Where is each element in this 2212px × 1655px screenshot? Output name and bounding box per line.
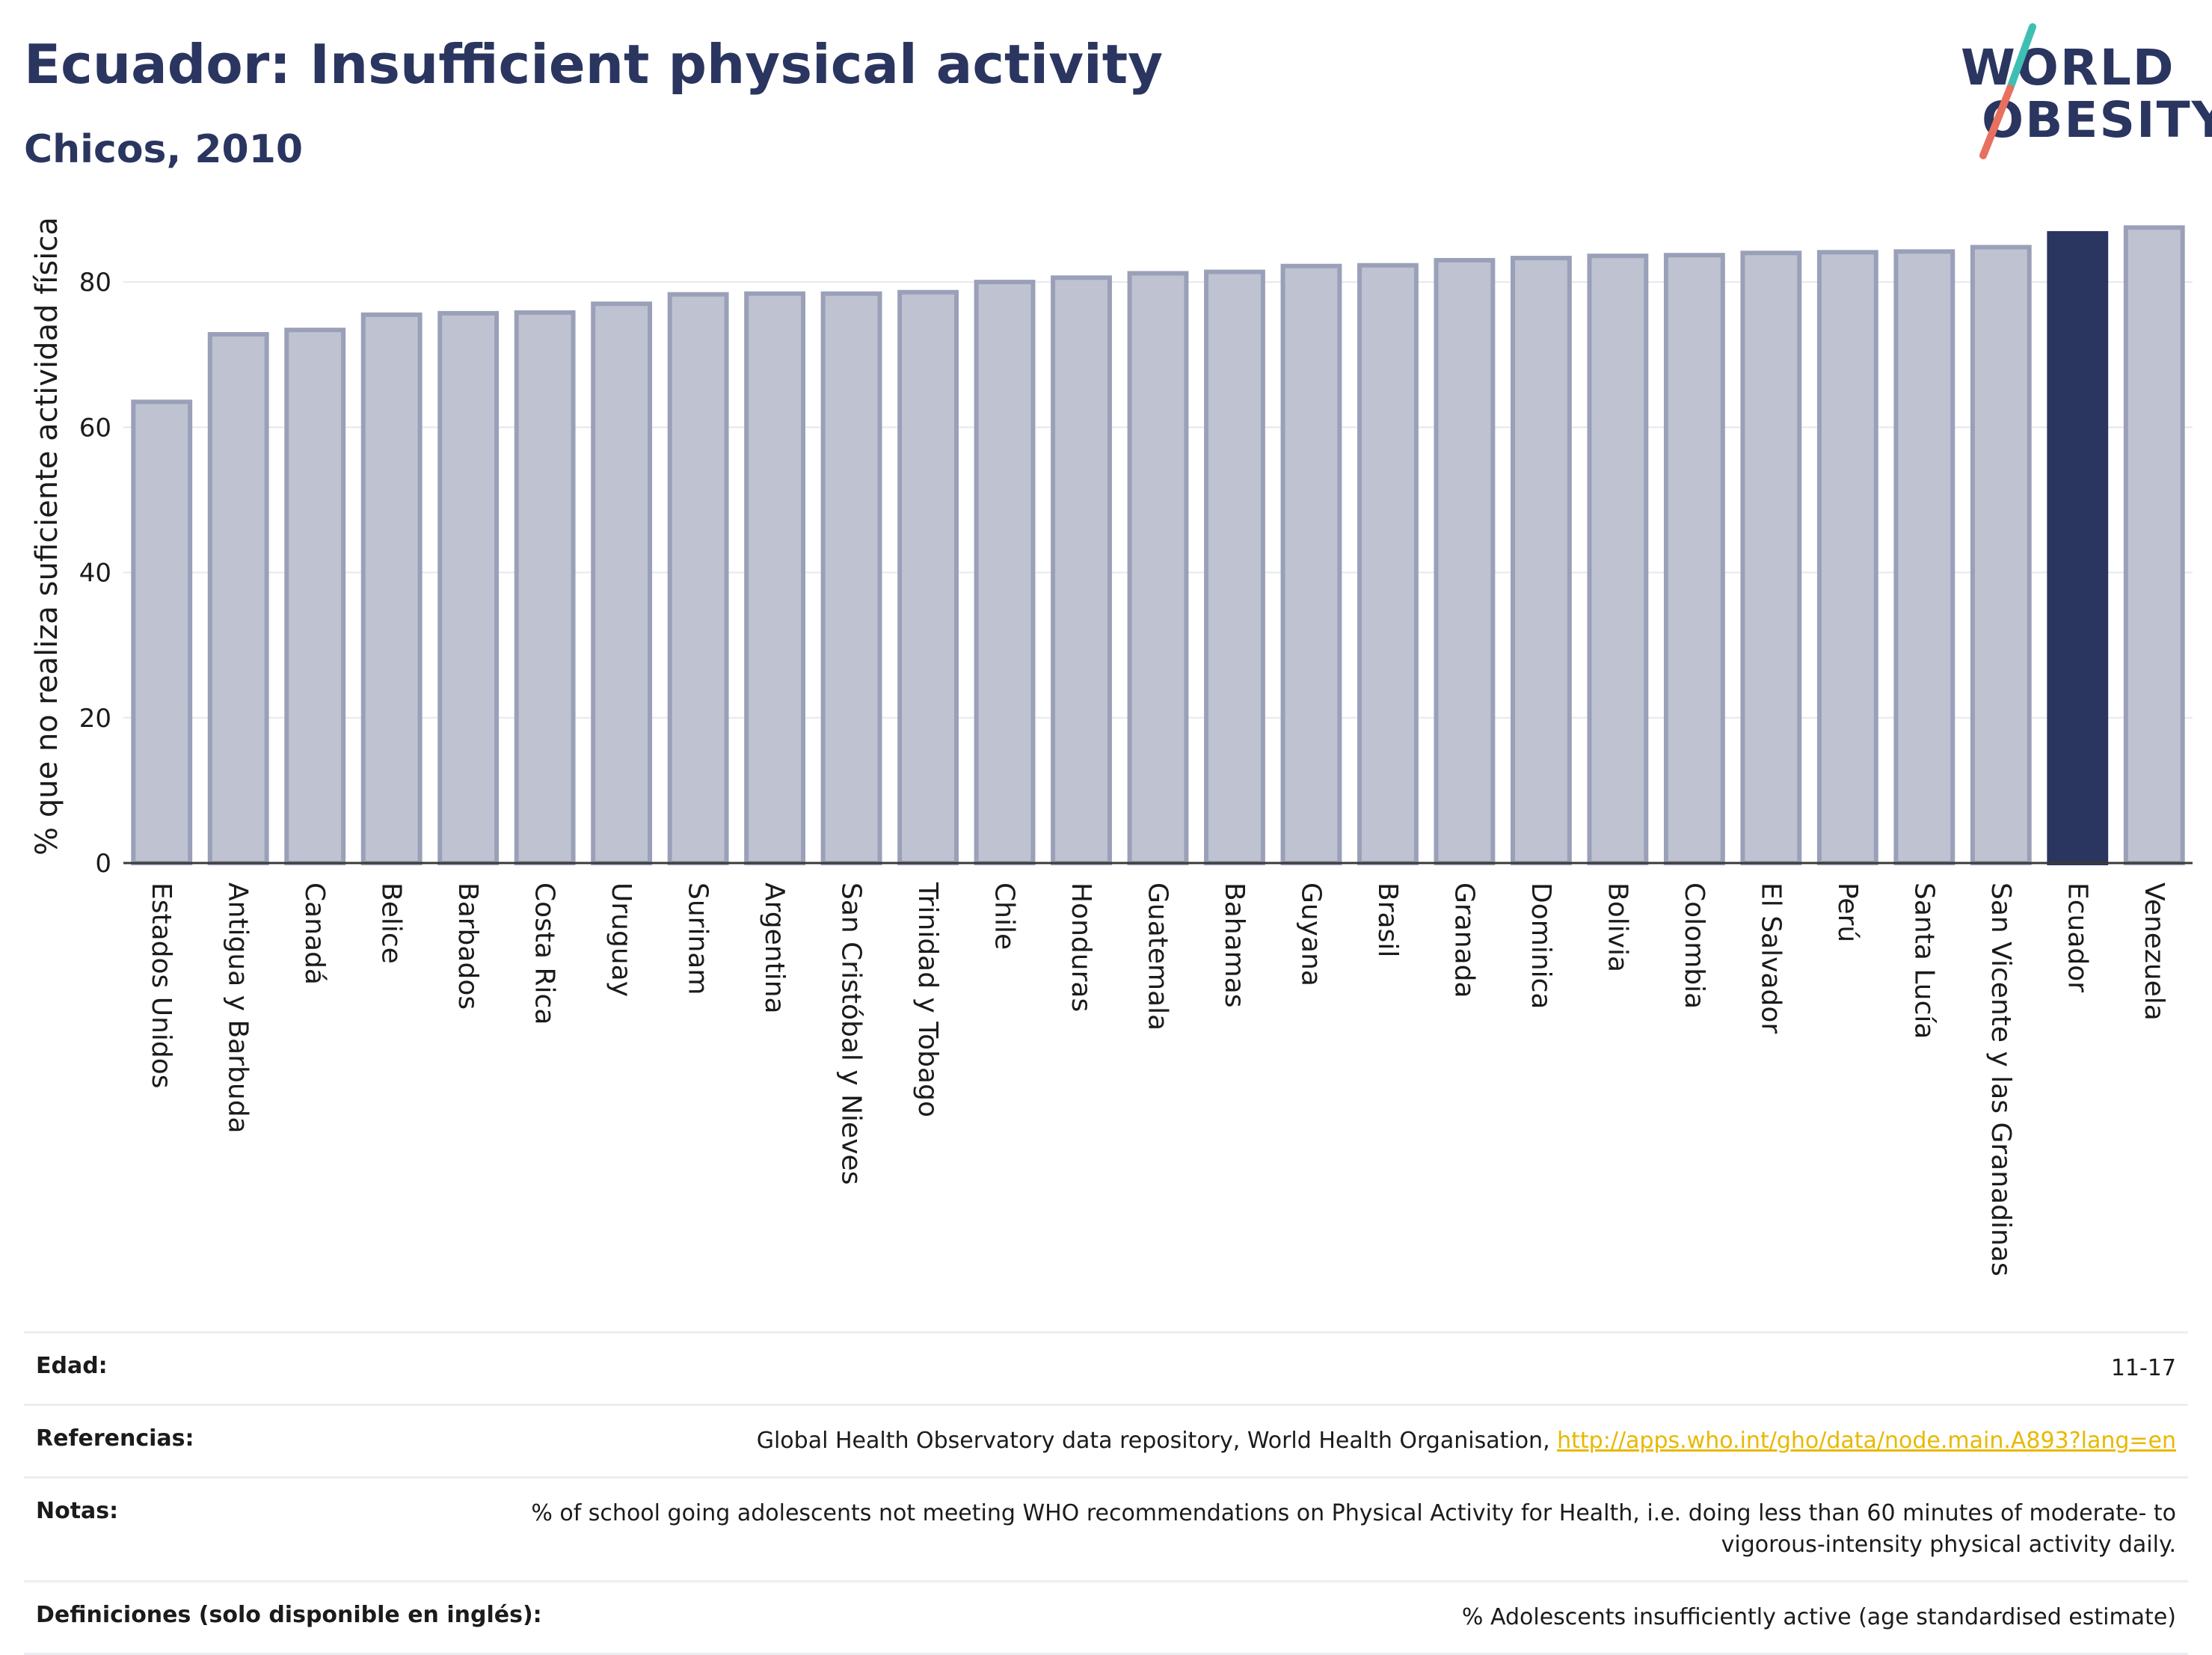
page-title: Ecuador: Insufficient physical activity	[24, 33, 1164, 96]
bar-barbados	[437, 310, 500, 865]
x-tick-label: Guyana	[1295, 882, 1326, 986]
bar-colombia	[1663, 253, 1725, 866]
x-tick-label: Uruguay	[606, 882, 636, 997]
bar-chile	[974, 280, 1036, 866]
x-tick-label: Chile	[989, 882, 1020, 950]
y-axis-label: % que no realiza suficiente actividad fí…	[30, 217, 64, 856]
bar-estados-unidos	[131, 399, 193, 866]
x-tick-label: Surinam	[683, 882, 713, 995]
bar-el-salvador	[1740, 251, 1802, 866]
meta-label: Edad:	[36, 1353, 108, 1379]
x-tick-label: Barbados	[452, 882, 483, 1010]
x-tick-label: Venezuela	[2139, 882, 2169, 1021]
bar-argentina	[744, 291, 806, 866]
meta-value-references: Global Health Observatory data repositor…	[757, 1425, 2176, 1457]
page-subtitle: Chicos, 2010	[24, 127, 304, 172]
x-tick-label: Bahamas	[1219, 882, 1250, 1008]
bar-san-cristobal-y-nieves	[820, 291, 882, 866]
meta-label: Referencias:	[36, 1425, 194, 1452]
meta-value: % of school going adolescents not meetin…	[531, 1500, 2176, 1558]
x-tick-label: Granada	[1448, 882, 1479, 998]
bar-trinidad-y-tobago	[897, 289, 959, 865]
x-tick-label: San Vicente y las Granadinas	[1985, 882, 2016, 1277]
x-tick-label: Guatemala	[1143, 882, 1173, 1031]
logo-text-world: WORLD	[1961, 39, 2175, 96]
bar-surinam	[667, 292, 729, 865]
meta-value: % Adolescents insufficiently active (age…	[1461, 1604, 2176, 1630]
x-tick-label: Estados Unidos	[146, 882, 176, 1089]
x-tick-label: Honduras	[1066, 882, 1096, 1012]
x-tick-label: Costa Rica	[529, 882, 560, 1025]
x-tick-label: San Cristóbal y Nieves	[836, 882, 867, 1185]
meta-label: Notas:	[36, 1498, 119, 1524]
meta-row-definitions: Definiciones (solo disponible en inglés)…	[24, 1580, 2188, 1655]
logo-slash-icon	[1979, 23, 2036, 159]
y-tick-label: 0	[95, 849, 111, 879]
metadata-table: Edad: 11-17 Referencias: Global Health O…	[24, 1331, 2188, 1655]
meta-row-references: Referencias: Global Health Observatory d…	[24, 1404, 2188, 1476]
bar-costa-rica	[514, 310, 576, 866]
x-tick-label: Santa Lucía	[1908, 882, 1939, 1039]
bar-bahamas	[1204, 269, 1265, 865]
y-tick-label: 20	[79, 704, 111, 734]
reference-text: Global Health Observatory data repositor…	[756, 1428, 1558, 1454]
y-tick-label: 80	[79, 268, 111, 298]
reference-link[interactable]: http://apps.who.int/gho/data/node.main.A…	[1557, 1428, 2176, 1454]
bar-dominica	[1510, 256, 1572, 865]
bar-chart: 0 20 40 60 80 % que no realiza suficiente act…	[30, 217, 2193, 1277]
bar-honduras	[1051, 275, 1112, 866]
x-tick-label: Canadá	[299, 882, 330, 985]
bar-antigua-y-barbuda	[207, 332, 269, 865]
bar-canada	[284, 328, 346, 865]
x-tick-label: Dominica	[1526, 882, 1556, 1010]
meta-value: 11-17	[2110, 1355, 2176, 1381]
x-tick-label: Antigua y Barbuda	[223, 882, 254, 1134]
meta-row-age: Edad: 11-17	[24, 1331, 2188, 1404]
bar-santa-lucia	[1893, 249, 1956, 865]
x-tick-label: Colombia	[1679, 882, 1709, 1009]
bar-san-vicente-y-las-granadinas	[1970, 245, 2032, 865]
bar-guatemala	[1127, 271, 1189, 866]
bar-belice	[360, 312, 423, 866]
bar-ecuador	[2047, 231, 2109, 865]
bar-uruguay	[591, 301, 653, 865]
x-tick-label: Brasil	[1372, 882, 1403, 957]
meta-label: Definiciones (solo disponible en inglés)…	[36, 1602, 542, 1628]
bar-guyana	[1280, 263, 1342, 866]
x-tick-label: Argentina	[759, 882, 790, 1014]
y-tick-label: 40	[79, 559, 111, 589]
world-obesity-logo: WORLD OBESITY	[1944, 22, 2212, 165]
bar-granada	[1434, 257, 1496, 865]
bar-venezuela	[2123, 225, 2185, 866]
bar-peru	[1816, 250, 1878, 866]
meta-row-notes: Notas: % of school going adolescents not…	[24, 1476, 2188, 1580]
bar-bolivia	[1587, 254, 1649, 865]
x-tick-label: Trinidad y Tobago	[912, 882, 943, 1117]
logo-text-obesity: OBESITY	[1982, 91, 2212, 149]
x-tick-label: El Salvador	[1755, 882, 1786, 1034]
x-tick-label: Perú	[1832, 882, 1863, 942]
y-tick-label: 60	[79, 413, 111, 443]
x-tick-label: Bolivia	[1602, 882, 1632, 972]
x-tick-label: Belice	[376, 882, 407, 964]
bar-brasil	[1357, 262, 1419, 865]
x-tick-label: Ecuador	[2062, 882, 2092, 992]
